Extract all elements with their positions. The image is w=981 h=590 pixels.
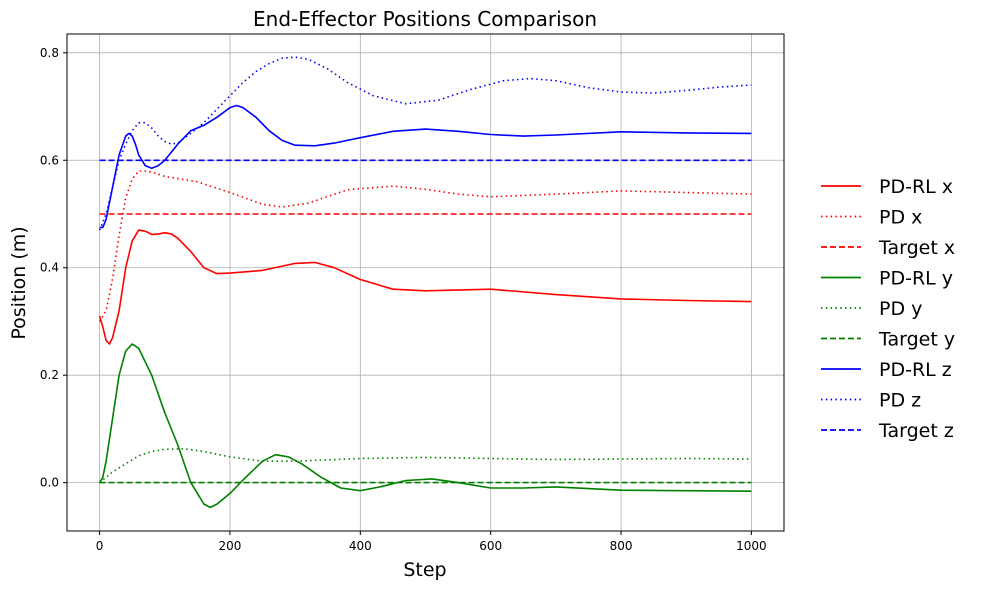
y-tick-label: 0.2 (40, 368, 59, 382)
x-tick-label: 200 (219, 539, 242, 553)
legend: PD-RL x PD x Target x PD-RL y PD y Target y PD… (821, 176, 955, 442)
x-tick-label: 400 (349, 539, 372, 553)
y-tick-label: 0.8 (40, 46, 59, 60)
legend-label: PD y (879, 298, 922, 320)
legend-label: PD-RL x (879, 176, 953, 198)
series-line-pd-rl-y (98, 343, 752, 509)
chart-title: End-Effector Positions Comparison (253, 7, 597, 31)
y-tick-label: 0.4 (40, 261, 59, 275)
series-line-pd-rl-x (98, 229, 752, 345)
x-axis-ticks: 0 200 400 600 800 1000 (96, 531, 767, 553)
legend-label: Target y (878, 329, 955, 351)
series-line-pd-rl-z (99, 104, 752, 229)
y-tick-label: 0.6 (40, 153, 59, 167)
legend-label: PD z (879, 390, 921, 412)
legend-label: Target x (878, 237, 955, 259)
series-line-pd-y (99, 447, 752, 484)
legend-label: Target z (878, 420, 954, 442)
legend-label: PD-RL y (879, 268, 953, 290)
x-tick-label: 0 (96, 539, 104, 553)
y-axis-ticks: 0.0 0.2 0.4 0.6 0.8 (40, 46, 67, 490)
plot-frame (66, 33, 785, 532)
x-tick-label: 600 (479, 539, 502, 553)
y-tick-label: 0.0 (40, 476, 59, 490)
legend-label: PD x (879, 207, 922, 229)
legend-label: PD-RL z (879, 359, 952, 381)
series-line-pd-z (98, 56, 752, 231)
plot-lines (98, 56, 752, 509)
x-tick-label: 800 (610, 539, 633, 553)
y-axis-label: Position (m) (8, 226, 30, 339)
x-axis-label: Step (403, 559, 446, 581)
x-tick-label: 1000 (736, 539, 767, 553)
